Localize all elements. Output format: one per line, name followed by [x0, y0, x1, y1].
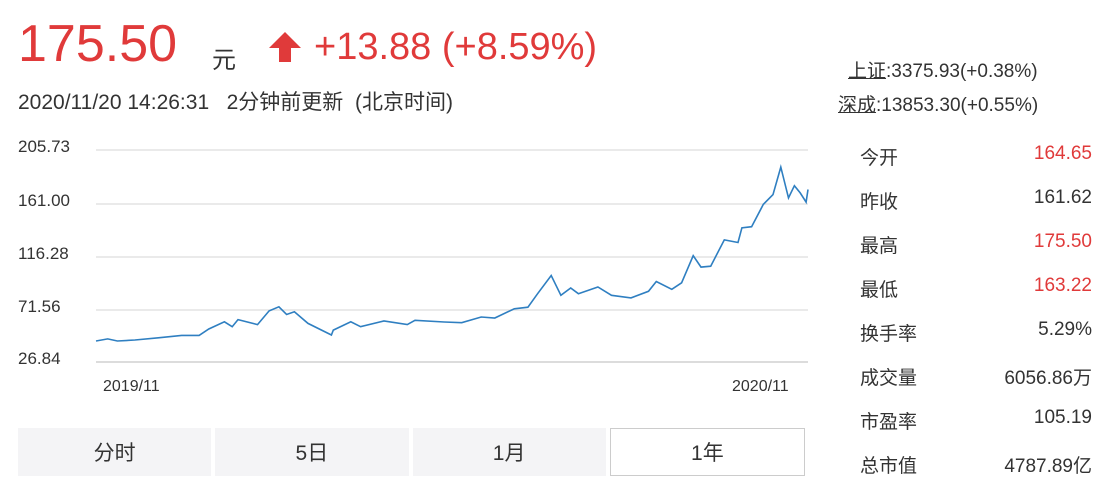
stat-label: 总市值	[860, 456, 918, 477]
period-tabs: 分时 5日 1月 1年	[18, 428, 805, 476]
stat-row: 市盈率 105.19	[860, 407, 1092, 434]
stat-value: 161.62	[1033, 187, 1092, 208]
stat-row: 总市值 4787.89亿	[860, 451, 1092, 478]
stat-value: 6056.86万	[1004, 368, 1092, 389]
current-price: 175.50	[18, 15, 178, 73]
index-value: :3375.93(+0.38%)	[886, 61, 1038, 82]
price-unit: 元	[212, 47, 236, 74]
index-shenzhen: 深成:13853.30(+0.55%)	[838, 90, 1038, 117]
y-tick-label: 205.73	[18, 137, 70, 156]
price-change: +13.88 (+8.59%)	[314, 26, 598, 68]
stat-value: 163.22	[1033, 275, 1092, 296]
index-value: :13853.30(+0.55%)	[876, 95, 1039, 116]
price-line	[95, 163, 809, 342]
stat-value: 105.19	[1033, 407, 1092, 428]
tab-intraday[interactable]: 分时	[18, 428, 212, 476]
index-shenzhen-link[interactable]: 深成	[838, 95, 877, 116]
stat-row: 换手率 5.29%	[860, 319, 1092, 346]
tab-5-day[interactable]: 5日	[215, 428, 409, 476]
y-tick-label: 116.28	[18, 244, 69, 263]
y-tick-label: 71.56	[18, 297, 61, 316]
y-tick-label: 26.84	[18, 349, 61, 368]
stat-label: 最低	[860, 280, 899, 301]
stat-row: 最高 175.50	[860, 231, 1092, 258]
stat-row: 昨收 161.62	[860, 187, 1092, 214]
x-tick-label: 2019/11	[103, 378, 160, 395]
y-tick-label: 161.00	[18, 191, 70, 210]
stat-label: 昨收	[860, 192, 899, 213]
index-shanghai-link[interactable]: 上证	[848, 61, 887, 82]
index-shanghai: 上证:3375.93(+0.38%)	[848, 56, 1038, 83]
arrow-up-icon	[269, 32, 301, 62]
stat-row: 最低 163.22	[860, 275, 1092, 302]
stat-value: 5.29%	[1038, 319, 1092, 340]
stat-value: 175.50	[1033, 231, 1092, 252]
price-chart	[95, 149, 809, 363]
stat-label: 换手率	[860, 324, 918, 345]
stat-row: 成交量 6056.86万	[860, 363, 1092, 390]
tab-1-year[interactable]: 1年	[609, 428, 805, 476]
stat-label: 最高	[860, 236, 899, 257]
tab-1-month[interactable]: 1月	[412, 428, 606, 476]
stat-label: 成交量	[860, 368, 918, 389]
stat-value: 164.65	[1033, 143, 1092, 164]
x-tick-label: 2020/11	[732, 378, 789, 395]
stat-value: 4787.89亿	[1004, 456, 1092, 477]
update-timestamp: 2020/11/20 14:26:31 2分钟前更新 (北京时间)	[18, 91, 453, 114]
stat-label: 今开	[860, 148, 899, 169]
stat-label: 市盈率	[860, 412, 918, 433]
stat-row: 今开 164.65	[860, 143, 1092, 170]
